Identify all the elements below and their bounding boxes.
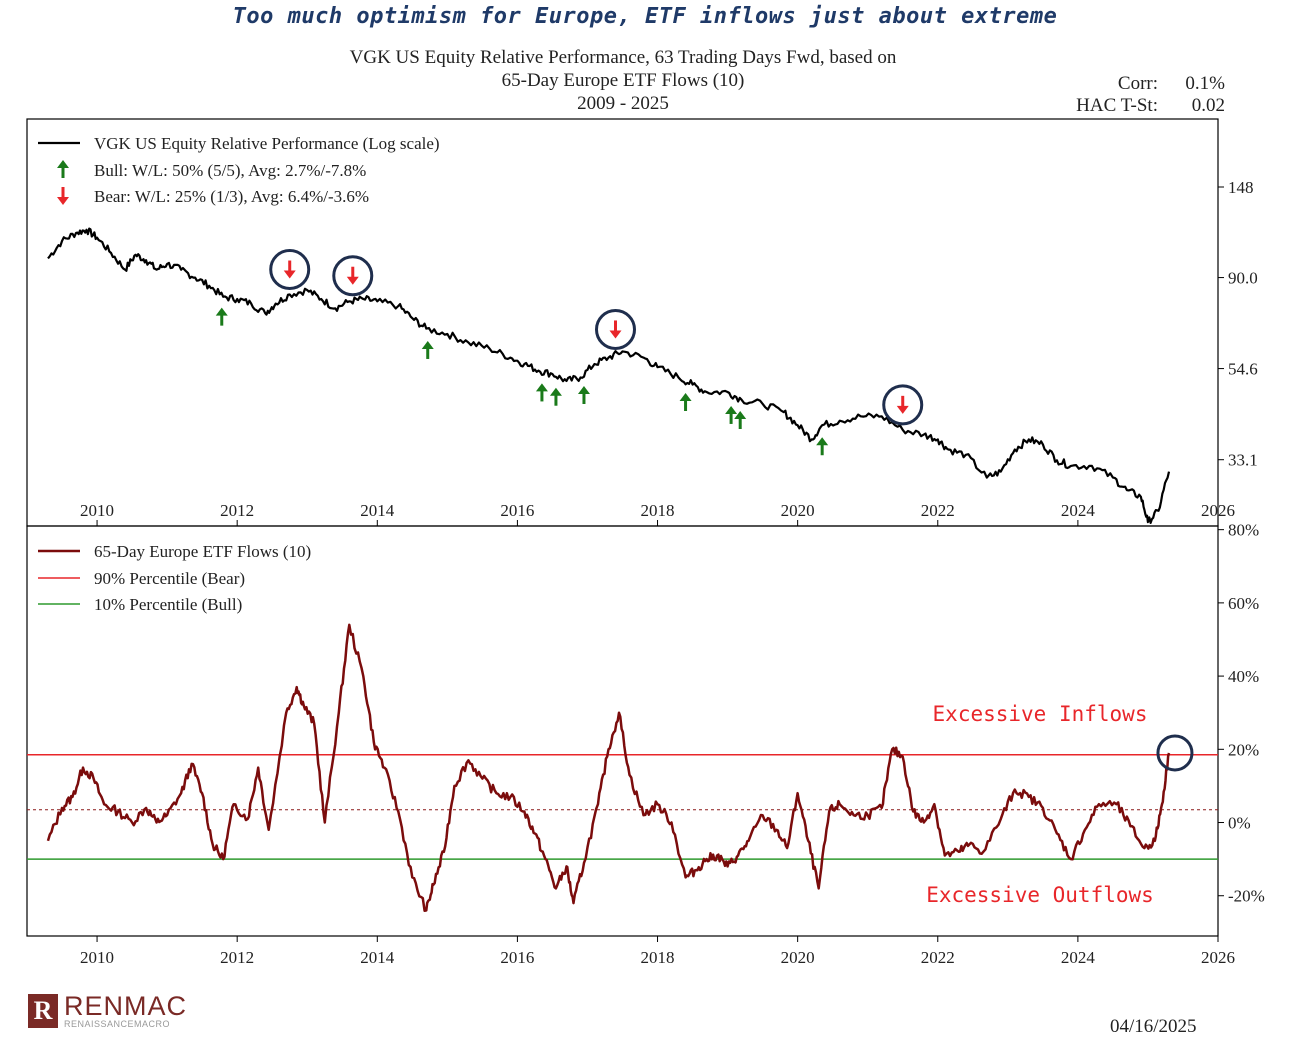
bear-signal-circle (269, 249, 311, 291)
bull-signal-arrow (549, 387, 562, 406)
bottom-x-tick-label: 2020 (781, 948, 815, 967)
top-x-tick-label: 2024 (1061, 501, 1096, 520)
corr-label: Corr: (1117, 73, 1158, 94)
bottom-x-tick-label: 2014 (360, 948, 395, 967)
top-x-tick-label: 2022 (921, 501, 955, 520)
bottom-x-tick-label: 2026 (1201, 948, 1235, 967)
bull-signal-arrow (816, 437, 829, 456)
hac-label: HAC T-St: (1076, 95, 1158, 116)
top-y-tick-label: 54.6 (1228, 360, 1258, 379)
top-x-tick-label: 2026 (1201, 501, 1235, 520)
bottom-legend-label-bull: 10% Percentile (Bull) (94, 595, 242, 614)
excessive-outflows-label: Excessive Outflows (926, 883, 1154, 907)
top-x-tick-label: 2010 (80, 501, 114, 520)
bull-signal-arrow (734, 410, 747, 429)
brand-subtitle: RENAISSANCEMACRO (64, 1019, 171, 1029)
hac-value: 0.02 (1191, 95, 1225, 116)
bull-signal-arrow-head (215, 307, 228, 316)
europe-etf-flows-line (46, 623, 1171, 913)
bear-signal-arrow (346, 266, 359, 285)
bear-signal-arrow (896, 395, 909, 414)
bottom-x-tick-label: 2018 (641, 948, 675, 967)
bull-signal-arrow-head (549, 387, 562, 396)
subtitle-line-2: 65-Day Europe ETF Flows (10) (501, 70, 745, 91)
bottom-y-tick-label: -20% (1228, 887, 1265, 906)
bear-signal-arrow-head (609, 330, 622, 339)
footer-date: 04/16/2025 (1110, 1016, 1197, 1037)
legend-bear-arrow (57, 187, 69, 205)
bottom-legend-label-bear: 90% Percentile (Bear) (94, 569, 245, 588)
top-legend-label-bull: Bull: W/L: 50% (5/5), Avg: 2.7%/-7.8% (94, 161, 366, 180)
bear-signal-arrow (283, 260, 296, 279)
bull-signal-arrow (725, 405, 738, 424)
subtitle-line-3: 2009 - 2025 (577, 93, 669, 114)
bear-signal-arrow-head (896, 405, 909, 414)
bottom-y-tick-label: 60% (1228, 594, 1259, 613)
bear-signal-arrow (609, 320, 622, 339)
legend-bull-arrow-head (57, 160, 69, 168)
bottom-x-tick-label: 2022 (921, 948, 955, 967)
bull-signal-arrow-head (679, 392, 692, 401)
top-x-tick-label: 2014 (360, 501, 395, 520)
logo-text: RENMAC RENAISSANCEMACRO (64, 991, 188, 1030)
bull-signal-arrow-head (535, 383, 548, 392)
bottom-x-tick-label: 2024 (1061, 948, 1096, 967)
bull-signal-arrow (679, 392, 692, 411)
excessive-inflows-label: Excessive Inflows (933, 702, 1148, 726)
legend-bear-arrow-head (57, 197, 69, 205)
bear-signal-arrow-head (283, 270, 296, 279)
top-x-tick-label: 2018 (641, 501, 675, 520)
stats-block: Corr: 0.1% HAC T-St: 0.02 (1040, 73, 1225, 117)
bottom-panel-frame (26, 525, 1219, 937)
hac-row: HAC T-St: 0.02 (1040, 95, 1225, 117)
chart-subtitle: VGK US Equity Relative Performance, 63 T… (0, 46, 1246, 115)
bottom-x-tick-label: 2012 (220, 948, 254, 967)
top-y-tick-label: 148 (1228, 178, 1254, 197)
top-x-tick-label: 2012 (220, 501, 254, 520)
top-x-tick-label: 2020 (781, 501, 815, 520)
top-legend-label-price: VGK US Equity Relative Performance (Log … (94, 134, 440, 153)
bull-signal-arrow-head (421, 340, 434, 349)
bottom-y-tick-label: 80% (1228, 521, 1259, 540)
bull-signal-arrow (215, 307, 228, 326)
latest-flow-circle (1156, 734, 1194, 772)
legend-bull-arrow (57, 160, 69, 178)
brand-name: RENMAC (64, 991, 188, 1021)
top-panel-frame (26, 118, 1219, 527)
top-x-tick-label: 2016 (500, 501, 534, 520)
bear-signal-circle (332, 255, 374, 297)
corr-value: 0.1% (1185, 73, 1225, 94)
bottom-x-tick-label: 2010 (80, 948, 114, 967)
top-y-tick-label: 33.1 (1228, 451, 1258, 470)
bull-signal-arrow (535, 383, 548, 402)
headline: Too much optimism for Europe, ETF inflow… (232, 4, 1058, 29)
subtitle-line-1: VGK US Equity Relative Performance, 63 T… (349, 47, 897, 68)
bull-signal-arrow (577, 385, 590, 404)
bottom-y-tick-label: 0% (1228, 814, 1251, 833)
bottom-y-tick-label: 20% (1228, 740, 1259, 759)
bull-signal-arrow-head (734, 410, 747, 419)
renmac-logo: R RENMAC RENAISSANCEMACRO (28, 993, 187, 1029)
bull-signal-arrow-head (577, 385, 590, 394)
top-y-tick-label: 90.0 (1228, 269, 1258, 288)
logo-mark: R (28, 994, 58, 1028)
bottom-x-tick-label: 2016 (500, 948, 534, 967)
corr-row: Corr: 0.1% (1040, 73, 1225, 95)
bottom-legend-label-flows: 65-Day Europe ETF Flows (10) (94, 542, 311, 561)
bull-signal-arrow-head (816, 437, 829, 446)
bull-signal-arrow (421, 340, 434, 359)
bear-signal-circle (882, 384, 924, 426)
bottom-y-tick-label: 40% (1228, 667, 1259, 686)
bear-signal-circle (594, 308, 636, 350)
top-legend-label-bear: Bear: W/L: 25% (1/3), Avg: 6.4%/-3.6% (94, 187, 369, 206)
bull-signal-arrow-head (725, 405, 738, 414)
bear-signal-arrow-head (346, 276, 359, 285)
vgk-relative-performance-line (47, 227, 1171, 525)
